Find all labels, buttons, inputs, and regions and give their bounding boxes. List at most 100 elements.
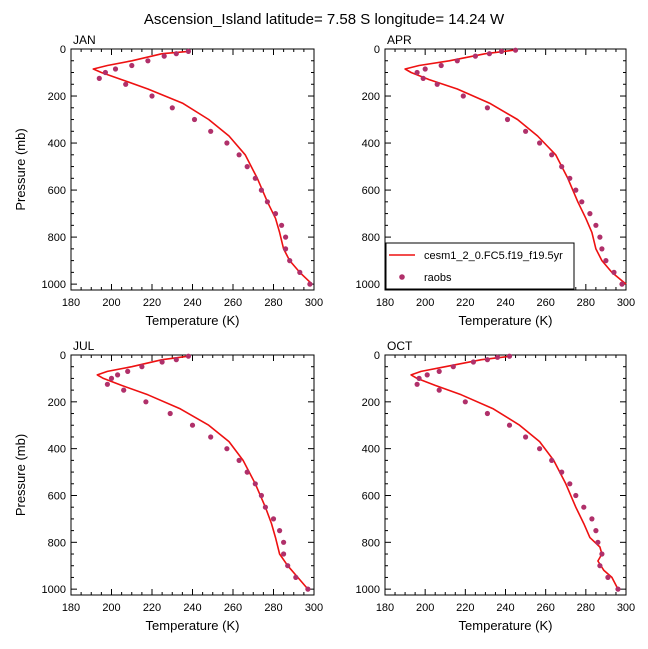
raobs-point xyxy=(272,211,279,217)
model-profile-line xyxy=(92,50,313,285)
raobs-point xyxy=(258,492,264,499)
raobs-point xyxy=(281,551,287,557)
raobs-point xyxy=(102,69,108,76)
y-tick-label: 1000 xyxy=(356,584,380,596)
y-tick-label: 0 xyxy=(374,44,380,56)
raobs-point xyxy=(605,574,611,581)
raobs-point xyxy=(293,574,299,581)
panel-label: APR xyxy=(387,33,412,47)
x-tick-label: 180 xyxy=(62,602,80,614)
raobs-point xyxy=(159,359,165,365)
raobs-point xyxy=(236,457,242,463)
x-tick-label: 240 xyxy=(496,297,514,309)
x-tick-label: 300 xyxy=(617,602,635,614)
raobs-point xyxy=(208,434,214,440)
y-axis-label: Pressure (mb) xyxy=(13,434,28,516)
panel-label: JAN xyxy=(73,33,96,47)
raobs-point xyxy=(173,357,179,363)
raobs-point xyxy=(258,187,264,193)
x-tick-label: 220 xyxy=(143,602,161,614)
raobs-point xyxy=(567,481,573,487)
raobs-point xyxy=(567,175,573,181)
raobs-point xyxy=(484,410,490,417)
x-tick-label: 280 xyxy=(264,297,282,309)
panels: JAN 180 200 220 240 260 280 300 0 200 400 600 800 100… xyxy=(13,33,635,633)
raobs-point xyxy=(504,116,511,123)
raobs-point xyxy=(579,199,585,205)
raobs-point xyxy=(108,375,115,381)
x-tick-label: 180 xyxy=(62,297,80,309)
raobs-point xyxy=(589,516,595,522)
raobs-point xyxy=(438,62,444,69)
raobs-point xyxy=(96,75,102,81)
raobs-point xyxy=(595,539,601,545)
y-tick-label: 200 xyxy=(362,91,380,103)
raobs-point xyxy=(593,222,599,228)
raobs-point xyxy=(414,381,420,387)
panel-jul: JUL 180 200 220 240 260 280 300 0 200 400 600 800 100… xyxy=(13,339,323,633)
y-tick-label: 1000 xyxy=(42,584,66,596)
raobs-point xyxy=(416,375,422,381)
x-tick-label: 240 xyxy=(183,297,201,309)
raobs-point xyxy=(287,258,293,264)
x-tick-label: 240 xyxy=(496,602,514,614)
raobs-point xyxy=(506,422,513,428)
raobs-point xyxy=(454,58,460,64)
panel-apr: APR 180 200 220 240 260 280 300 0 200 400 600 800 100… xyxy=(356,33,636,328)
raobs-point xyxy=(494,354,501,360)
plot-frame xyxy=(70,48,315,291)
legend-box xyxy=(385,242,575,290)
y-tick-label: 800 xyxy=(362,232,380,244)
x-axis-label: Temperature (K) xyxy=(146,618,240,633)
y-tick-label: 0 xyxy=(60,350,66,362)
raobs-point xyxy=(593,528,599,534)
x-tick-label: 220 xyxy=(143,297,161,309)
raobs-point xyxy=(498,48,505,55)
raobs-point xyxy=(599,246,605,252)
y-tick-label: 1000 xyxy=(356,279,380,291)
x-tick-label: 200 xyxy=(416,297,434,309)
raobs-point xyxy=(472,53,478,59)
raobs-point xyxy=(143,399,149,405)
y-tick-label: 200 xyxy=(48,91,66,103)
raobs-point xyxy=(573,187,579,193)
x-tick-label: 300 xyxy=(617,297,635,309)
raobs-point xyxy=(619,281,625,287)
raobs-point xyxy=(191,116,198,123)
x-tick-label: 240 xyxy=(183,602,201,614)
raobs-point xyxy=(523,128,529,134)
x-tick-label: 260 xyxy=(536,602,554,614)
y-tick-label: 200 xyxy=(362,397,380,409)
y-tick-label: 400 xyxy=(48,138,66,150)
raobs-point xyxy=(224,140,230,146)
raobs-point xyxy=(436,368,442,374)
y-tick-label: 600 xyxy=(362,490,380,502)
raobs-point xyxy=(149,93,155,99)
raobs-point xyxy=(270,516,277,522)
raobs-point xyxy=(208,128,214,134)
x-tick-label: 200 xyxy=(416,602,434,614)
y-tick-label: 800 xyxy=(48,537,66,549)
raobs-point xyxy=(420,75,426,81)
raobs-point xyxy=(185,48,191,55)
plot-frame xyxy=(384,354,627,596)
raobs-point xyxy=(112,66,119,72)
y-tick-label: 600 xyxy=(362,185,380,197)
panel-label: OCT xyxy=(387,339,413,353)
x-tick-label: 220 xyxy=(456,602,474,614)
x-tick-label: 300 xyxy=(305,297,323,309)
x-tick-label: 200 xyxy=(102,602,120,614)
raobs-point xyxy=(244,164,250,170)
raobs-point xyxy=(104,381,110,387)
x-tick-label: 280 xyxy=(264,602,282,614)
raobs-point xyxy=(512,47,519,53)
raobs-point xyxy=(611,269,617,275)
raobs-point xyxy=(559,164,565,170)
x-tick-label: 200 xyxy=(102,297,120,309)
raobs-point xyxy=(484,357,490,363)
y-tick-label: 600 xyxy=(48,490,66,502)
raobs-point xyxy=(537,140,543,146)
raobs-point xyxy=(236,152,242,158)
raobs-point xyxy=(277,528,283,534)
y-axis-label: Pressure (mb) xyxy=(13,128,28,210)
